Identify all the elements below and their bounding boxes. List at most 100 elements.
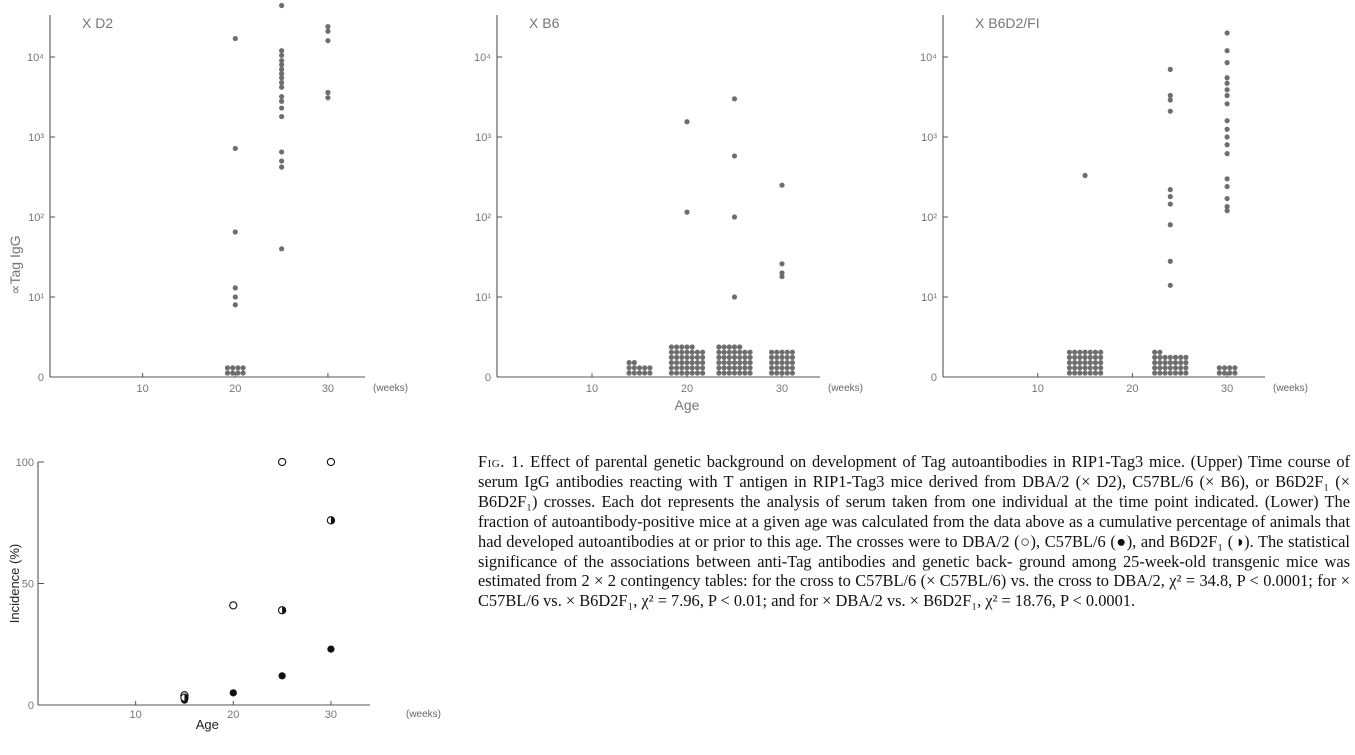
zero-data-point: [784, 365, 790, 371]
y-tick-label: 10²: [28, 212, 44, 224]
data-point: [1224, 195, 1230, 202]
zero-data-point: [1172, 365, 1179, 371]
data-point: [779, 273, 785, 280]
data-point: [731, 153, 738, 159]
zero-data-point: [689, 370, 695, 376]
data-point: [325, 89, 331, 96]
zero-data-point: [1092, 365, 1099, 371]
data-point: [1224, 75, 1230, 81]
zero-data-point: [721, 344, 727, 350]
zero-data-point: [1183, 370, 1189, 376]
zero-data-point: [1152, 360, 1158, 366]
zero-data-point: [716, 349, 722, 355]
zero-data-point: [1072, 349, 1078, 355]
zero-data-point: [1227, 365, 1233, 371]
zero-data-point: [1072, 370, 1078, 376]
zero-data-point: [1216, 365, 1222, 371]
zero-data-point: [700, 370, 706, 376]
data-point: [325, 95, 331, 101]
caption-line: from the data above as a cumulative perc…: [478, 511, 1350, 551]
data-point: [279, 93, 285, 100]
y-tick-label: 10⁴: [920, 52, 937, 64]
zero-data-point: [1232, 365, 1238, 371]
data-point: [779, 182, 785, 188]
zero-data-point: [642, 365, 648, 371]
zero-data-point: [1082, 365, 1088, 371]
data-point: [1167, 258, 1173, 264]
zero-data-point: [1098, 360, 1104, 366]
y-tick-label: 10¹: [475, 292, 491, 304]
zero-data-point: [1092, 360, 1099, 366]
zero-data-point: [1066, 365, 1073, 371]
data-point: [279, 113, 285, 120]
zero-data-point: [700, 365, 706, 371]
caption-line: at or prior to this age. The crosses wer…: [678, 531, 1284, 551]
zero-data-point: [784, 349, 790, 355]
caption-line: statistical significance of the associat…: [478, 531, 1350, 571]
half-circle-point: [277, 606, 287, 615]
chart-title: X B6D2/FI: [975, 15, 1040, 31]
zero-data-point: [626, 365, 632, 371]
zero-data-point: [747, 365, 753, 371]
data-point: [279, 158, 285, 164]
data-point: [1082, 172, 1088, 179]
data-point: [1224, 87, 1230, 93]
zero-data-point: [694, 365, 701, 371]
zero-data-point: [1072, 354, 1078, 360]
zero-data-point: [747, 354, 753, 360]
zero-data-point: [679, 365, 685, 371]
zero-data-point: [1066, 360, 1073, 366]
data-point: [279, 58, 285, 64]
zero-data-point: [1167, 370, 1173, 376]
zero-data-point: [1216, 370, 1222, 376]
y-tick-label: 10²: [475, 212, 491, 224]
data-point: [1224, 208, 1230, 214]
x-tick-label: 10: [1032, 383, 1044, 395]
zero-data-point: [668, 365, 675, 371]
zero-data-point: [679, 349, 685, 355]
x-tick-label: 10: [586, 383, 598, 395]
zero-data-point: [240, 370, 246, 376]
zero-data-point: [737, 349, 743, 355]
data-point: [1224, 203, 1230, 210]
zero-data-point: [726, 354, 732, 360]
data-point: [1167, 222, 1173, 228]
zero-data-point: [1227, 370, 1233, 376]
zero-data-point: [689, 349, 695, 355]
zero-data-point: [1167, 365, 1173, 371]
zero-data-point: [1077, 354, 1083, 360]
data-point: [684, 209, 690, 215]
y-tick-label: 10²: [921, 212, 937, 224]
zero-data-point: [679, 344, 685, 350]
zero-data-point: [631, 360, 637, 366]
chart-x-d2: 0 10¹ 10² 10³ 10⁴ 10 20 30 (weeks) X D2 ∝Tag IgG: [7, 2, 408, 395]
zero-data-point: [769, 370, 775, 376]
zero-data-point: [224, 365, 231, 371]
x-tick-label: 10: [137, 383, 149, 395]
zero-data-point: [779, 354, 785, 360]
zero-data-point: [1082, 354, 1088, 360]
zero-data-point: [1072, 365, 1078, 371]
zero-data-point: [769, 349, 775, 355]
zero-data-point: [721, 360, 727, 366]
zero-data-point: [1172, 360, 1179, 366]
zero-data-point: [716, 354, 722, 360]
zero-data-point: [731, 365, 738, 371]
zero-data-point: [726, 349, 732, 355]
y-tick-label: 10¹: [28, 292, 44, 304]
open-circle-point: [229, 601, 238, 610]
zero-data-point: [1167, 360, 1173, 366]
zero-data-point: [1077, 360, 1083, 366]
zero-data-point: [668, 344, 675, 350]
zero-data-point: [716, 365, 722, 371]
open-circle-point: [326, 457, 336, 467]
data-point: [232, 302, 238, 308]
zero-data-point: [1157, 365, 1163, 371]
caption-line: RIP1-Tag3 mice. (Upper) Time course of s…: [478, 452, 1350, 491]
chart-title: X D2: [82, 15, 113, 31]
zero-data-point: [684, 360, 690, 366]
zero-data-point: [626, 360, 632, 366]
x-tick-label: 30: [322, 383, 334, 395]
zero-data-point: [1178, 365, 1184, 371]
